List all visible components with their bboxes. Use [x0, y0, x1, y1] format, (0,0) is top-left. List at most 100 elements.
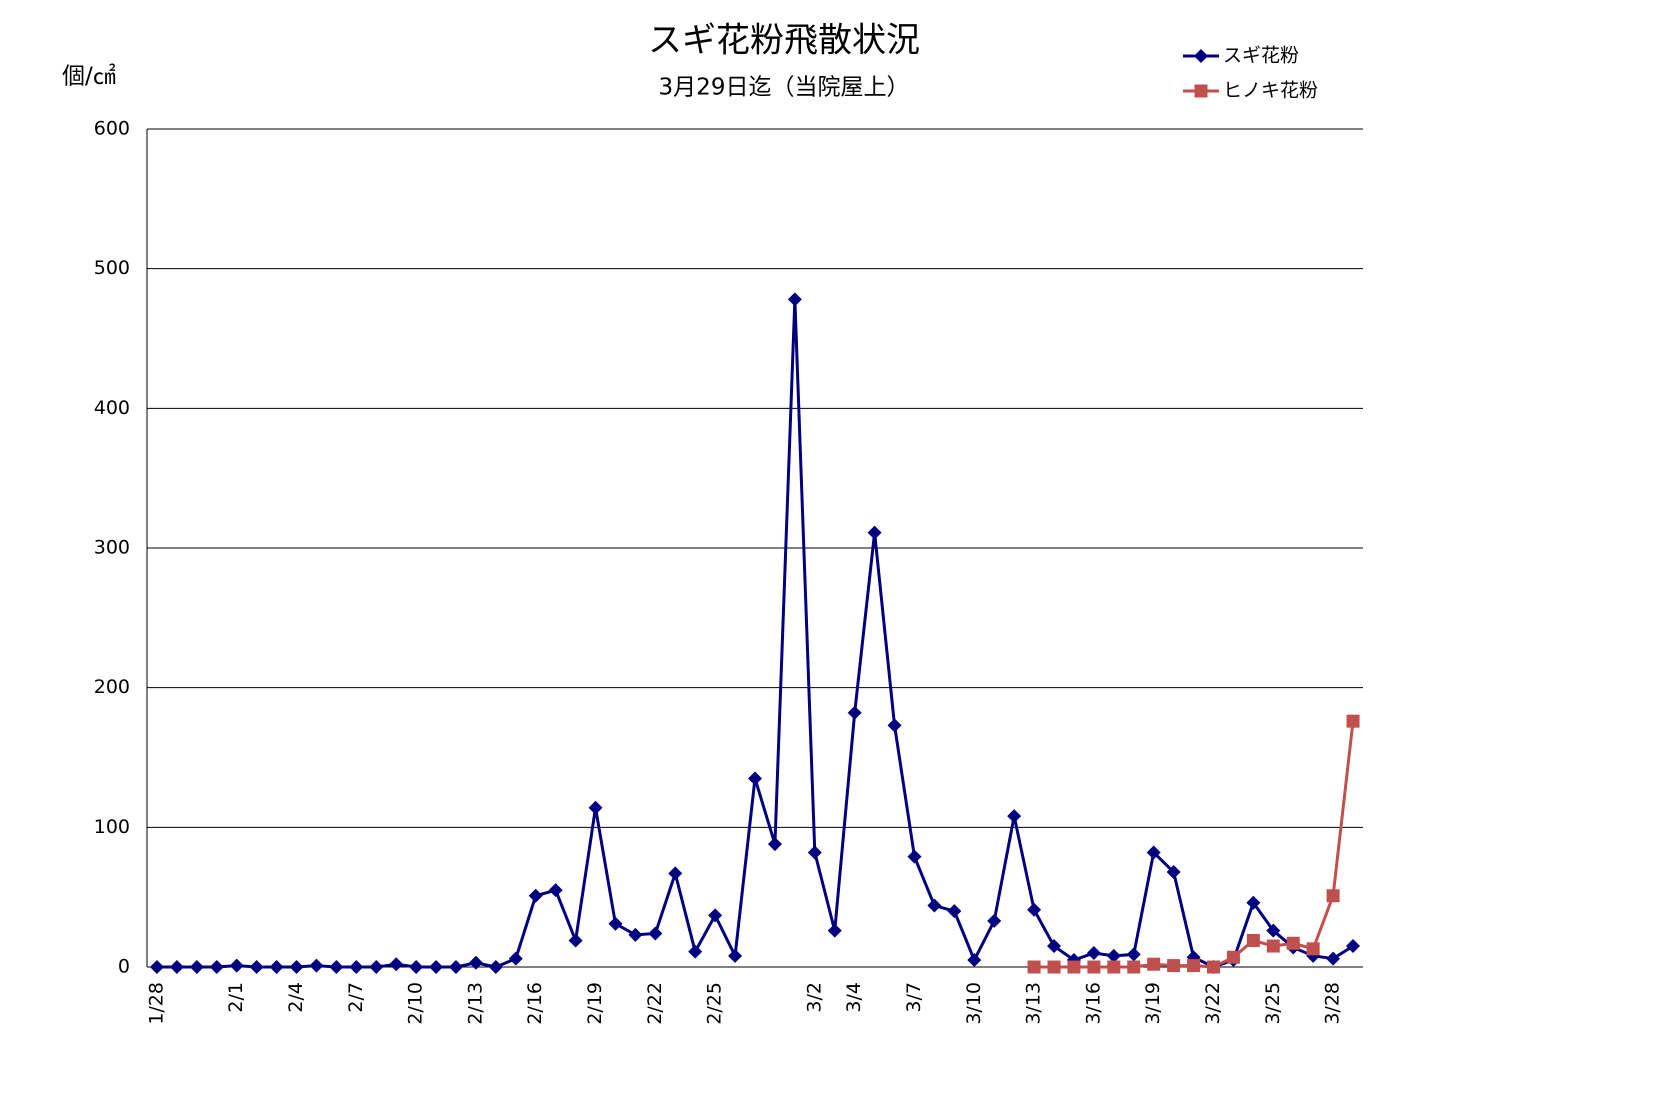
data-point	[369, 960, 384, 974]
data-point	[528, 888, 543, 903]
y-tick-label: 0	[118, 956, 130, 978]
x-tick-label: 3/25	[1262, 982, 1284, 1025]
data-point	[588, 800, 603, 815]
x-tick-label: 3/13	[1023, 982, 1045, 1025]
data-point	[429, 960, 444, 974]
data-point	[628, 927, 643, 942]
y-tick-label: 100	[94, 816, 130, 838]
data-point	[1007, 809, 1022, 824]
data-point	[648, 926, 663, 941]
x-tick-label: 3/28	[1322, 982, 1344, 1025]
data-point	[1306, 942, 1320, 956]
data-point	[468, 955, 483, 970]
data-point	[608, 916, 623, 931]
data-point	[708, 908, 723, 923]
data-point	[1246, 933, 1260, 947]
data-point	[169, 960, 184, 974]
data-point	[189, 960, 204, 974]
data-point	[1086, 946, 1101, 961]
data-point	[229, 958, 244, 973]
data-point	[887, 718, 902, 733]
x-tick-label: 1/28	[145, 982, 167, 1025]
data-point	[1126, 947, 1141, 962]
data-point	[867, 525, 882, 540]
data-point	[728, 948, 743, 963]
data-point	[748, 771, 762, 786]
data-point	[1087, 960, 1101, 974]
data-point	[448, 960, 463, 974]
legend-marker	[1194, 49, 1208, 63]
data-point	[907, 849, 922, 864]
data-point	[1047, 939, 1062, 954]
legend-label: ヒノキ花粉	[1223, 80, 1318, 102]
x-tick-label: 2/7	[345, 982, 367, 1013]
data-point	[847, 705, 862, 720]
data-point	[1226, 950, 1240, 964]
data-point	[1187, 959, 1201, 973]
y-axis-label: 個/㎠	[62, 64, 116, 90]
y-tick-label: 600	[94, 118, 130, 140]
data-point	[1286, 936, 1300, 950]
data-point	[1146, 845, 1161, 860]
data-point	[488, 960, 503, 974]
data-point	[807, 845, 822, 860]
data-point	[508, 951, 523, 966]
x-tick-label: 2/10	[405, 982, 427, 1025]
data-point	[1047, 960, 1061, 974]
data-point	[409, 960, 424, 974]
y-tick-label: 200	[94, 676, 130, 698]
x-tick-label: 2/19	[584, 982, 606, 1025]
x-tick-label: 3/19	[1142, 982, 1164, 1025]
data-point	[309, 958, 324, 973]
x-tick-label: 3/16	[1082, 982, 1104, 1025]
y-tick-label: 400	[94, 397, 130, 419]
data-point	[987, 913, 1002, 928]
x-tick-label: 3/7	[903, 982, 925, 1013]
x-tick-label: 2/1	[225, 982, 247, 1013]
data-point	[1326, 951, 1341, 966]
data-point	[947, 904, 962, 919]
data-point	[548, 883, 563, 898]
data-point	[1067, 960, 1081, 974]
data-point	[289, 960, 304, 974]
data-point	[1127, 960, 1141, 974]
data-point	[1246, 895, 1261, 910]
x-tick-label: 2/13	[464, 982, 486, 1025]
data-point	[1147, 957, 1161, 971]
data-point	[349, 960, 364, 974]
data-point	[1027, 960, 1041, 974]
series-line	[1034, 721, 1355, 969]
data-point	[329, 960, 344, 974]
data-point	[1346, 939, 1361, 954]
data-point	[688, 944, 703, 959]
data-point	[668, 866, 683, 881]
data-point	[1106, 948, 1121, 963]
x-tick-label: 3/22	[1202, 982, 1224, 1025]
chart-title: スギ花粉飛散状況	[648, 21, 920, 61]
data-point	[967, 953, 982, 968]
x-tick-label: 2/22	[644, 982, 666, 1025]
legend-marker	[1194, 84, 1208, 98]
chart-subtitle: 3月29日迄（当院屋上）	[659, 75, 910, 101]
data-point	[1206, 960, 1220, 974]
data-point	[249, 960, 264, 974]
data-point	[1166, 865, 1181, 880]
y-tick-label: 500	[94, 257, 130, 279]
data-point	[1107, 960, 1121, 974]
x-tick-label: 3/10	[963, 982, 985, 1025]
x-tick-label: 3/2	[803, 982, 825, 1013]
data-point	[1266, 939, 1280, 953]
x-tick-label: 2/4	[285, 982, 307, 1013]
data-point	[389, 957, 404, 972]
data-point	[787, 292, 802, 307]
data-point	[1167, 959, 1181, 973]
legend-label: スギ花粉	[1223, 45, 1299, 67]
x-tick-label: 3/4	[843, 982, 865, 1013]
data-point	[927, 898, 942, 913]
data-point	[1027, 902, 1042, 917]
x-tick-label: 2/25	[704, 982, 726, 1025]
data-point	[149, 960, 164, 974]
data-point	[269, 960, 284, 974]
